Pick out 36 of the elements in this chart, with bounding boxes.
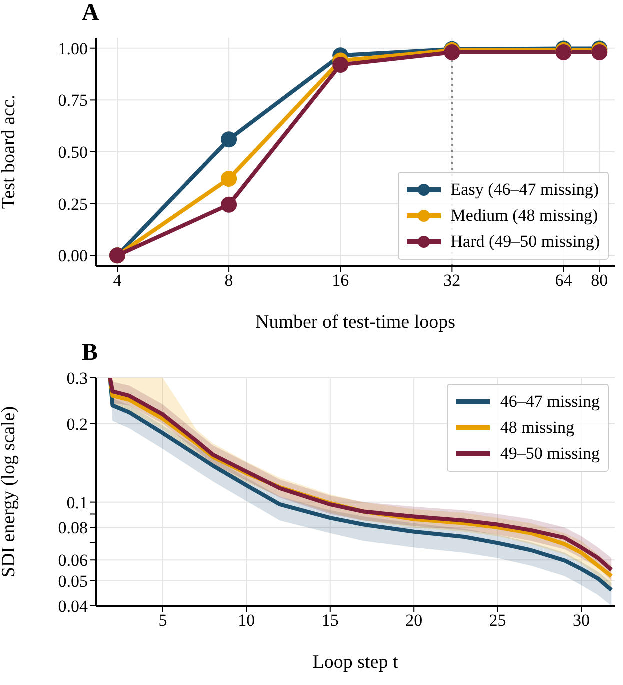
x-tick-label: 5 [158,611,168,630]
x-tick-label: 30 [573,611,590,630]
y-tick-label: 1.00 [58,39,88,58]
y-tick-label: 0.06 [58,551,88,570]
legend-label: 49–50 missing [500,443,600,465]
x-axis-title: Number of test-time loops [256,312,456,333]
x-tick-label: 4 [113,271,122,290]
y-tick-label: 0.2 [66,414,88,434]
y-tick-label: 0.1 [66,493,88,512]
legend-label: 48 missing [500,417,574,439]
x-axis-title: Loop step t [312,652,399,673]
x-tick-label: 64 [555,271,573,290]
legend-label: 46–47 missing [500,391,600,413]
legend-label: Hard (49–50 missing) [450,231,600,253]
chart-title: A [82,0,100,27]
x-tick-label: 25 [489,611,506,630]
chart-title: B [82,340,98,367]
y-tick-label: 0.05 [58,572,88,591]
y-tick-label: 0.04 [58,597,88,616]
x-tick-label: 32 [444,271,461,290]
legend-label: Medium (48 missing) [450,205,598,227]
y-tick-label: 0.08 [58,518,88,538]
x-tick-label: 8 [224,271,234,290]
y-tick-label: 0.00 [58,246,88,266]
x-tick-label: 20 [406,611,423,630]
y-tick-label: 0.75 [58,91,88,110]
y-axis-title: Test board acc. [0,94,20,210]
y-axis-title: SDI energy (log scale) [0,406,20,578]
y-tick-label: 0.50 [58,143,88,162]
x-tick-label: 10 [238,611,256,630]
x-tick-label: 16 [332,271,350,290]
y-tick-label: 0.25 [58,194,88,214]
y-tick-label: 0.3 [66,369,88,388]
x-tick-label: 15 [322,611,339,630]
x-tick-label: 80 [591,271,608,290]
legend-label: Easy (46–47 missing) [450,179,600,201]
